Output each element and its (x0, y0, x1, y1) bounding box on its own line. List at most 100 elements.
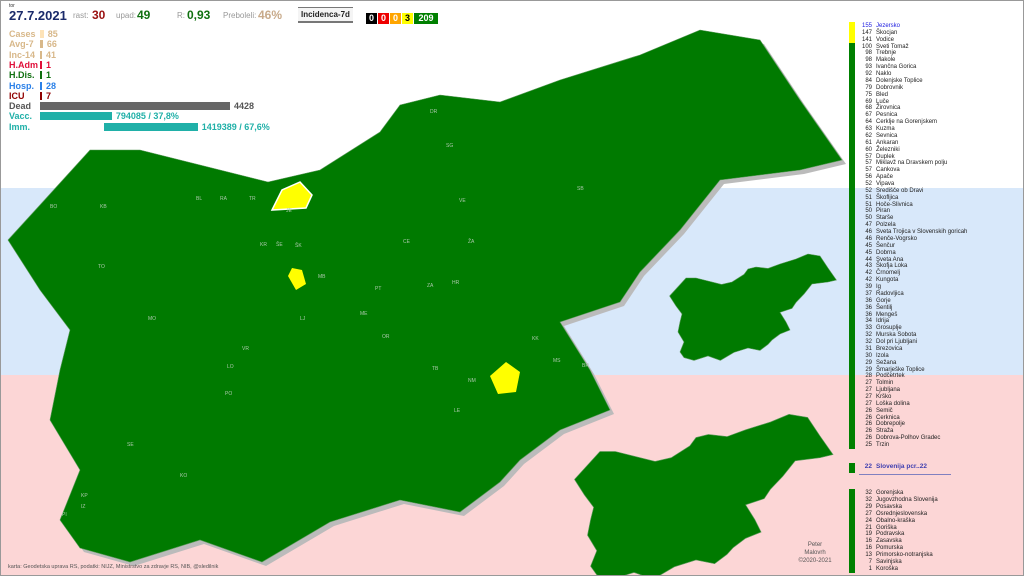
list-item[interactable]: 29 Šmarješke Toplice (849, 365, 1019, 374)
author-last: Malovrh (804, 550, 826, 556)
list-item[interactable]: 62 Sevnica (849, 131, 1019, 140)
municipality-skocjan[interactable] (490, 362, 520, 394)
list-item[interactable]: 13 Primorsko-notranjska (849, 551, 1019, 560)
item-value: 69 (865, 98, 872, 105)
list-item[interactable]: 50 Piran (849, 207, 1019, 216)
list-item[interactable]: 29 Posavska (849, 502, 1019, 511)
list-item[interactable]: 68 Žirovnica (849, 104, 1019, 113)
list-item[interactable]: 147 Škocjan (849, 28, 1019, 37)
list-item[interactable]: 34 Idrija (849, 317, 1019, 326)
list-item[interactable]: 51 Škofljica (849, 193, 1019, 202)
list-item[interactable]: 84 Dolenjske Toplice (849, 76, 1019, 85)
color-swatch (849, 495, 855, 504)
list-item[interactable]: 26 Straža (849, 427, 1019, 436)
item-name: Šenčur (876, 242, 896, 249)
upad-value: 49 (137, 8, 151, 22)
list-item[interactable]: 26 Dobrova-Polhov Gradec (849, 434, 1019, 443)
item-value: 155 (861, 23, 872, 29)
list-item[interactable]: 32 Jugovzhodna Slovenija (849, 495, 1019, 504)
list-item[interactable]: 36 Mengeš (849, 310, 1019, 319)
list-item[interactable]: 155 Jezersko (849, 22, 1019, 30)
list-item[interactable]: 39 Ig (849, 283, 1019, 292)
list-item[interactable]: 98 Trebnje (849, 49, 1019, 58)
color-swatch (849, 42, 855, 51)
list-item[interactable]: 52 Vipava (849, 180, 1019, 188)
list-item[interactable]: 16 Pomurska (849, 544, 1019, 553)
list-item[interactable]: 57 Cankova (849, 166, 1019, 175)
list-item[interactable]: 47 Polzela (849, 221, 1019, 230)
list-item[interactable]: 56 Apače (849, 173, 1019, 182)
list-item[interactable]: 52 Središče ob Dravi (849, 186, 1019, 195)
list-item[interactable]: 50 Starše (849, 214, 1019, 223)
list-item[interactable]: 45 Dobrna (849, 248, 1019, 257)
item-value: 25 (865, 442, 872, 449)
list-item[interactable]: 67 Pesnica (849, 111, 1019, 120)
list-item[interactable]: 27 Tolmin (849, 379, 1019, 388)
stat-avg7: Avg-7 66 (9, 39, 57, 49)
r-label: R: (177, 11, 185, 20)
list-item[interactable]: 57 Duplek (849, 152, 1019, 161)
list-item[interactable]: 43 Škofja Loka (849, 262, 1019, 271)
color-swatch (849, 441, 855, 450)
list-item[interactable]: 42 Črnomelj (849, 269, 1019, 278)
list-item[interactable]: 92 Naklo (849, 70, 1019, 79)
list-item[interactable]: 98 Makole (849, 56, 1019, 65)
list-item[interactable]: 32 Murska Sobota (849, 331, 1019, 340)
item-name: Dolenjske Toplice (876, 77, 923, 84)
list-item[interactable]: 44 Sveta Ana (849, 255, 1019, 264)
list-item[interactable]: 27 Loška dolina (849, 399, 1019, 408)
list-item[interactable]: 93 Ivančna Gorica (849, 63, 1019, 72)
list-item[interactable]: 61 Ankaran (849, 138, 1019, 147)
list-item[interactable]: 26 Dobrepolje (849, 420, 1019, 429)
list-item[interactable]: 100 Sveti Tomaž (849, 42, 1019, 51)
list-item[interactable]: 28 Podčetrtek (849, 372, 1019, 381)
list-item[interactable]: 75 Bled (849, 90, 1019, 99)
list-item[interactable]: 57 Miklavž na Dravskem polju (849, 159, 1019, 168)
list-item[interactable]: 27 Osrednjeslovenska (849, 509, 1019, 518)
list-item[interactable]: 45 Šenčur (849, 241, 1019, 250)
list-item[interactable]: 42 Kungota (849, 276, 1019, 285)
list-item[interactable]: 33 Grosuplje (849, 324, 1019, 333)
list-item[interactable]: 27 Krško (849, 392, 1019, 401)
list-item[interactable]: 25 Trzin (849, 441, 1019, 450)
list-item[interactable]: 60 Železniki (849, 145, 1019, 154)
list-item[interactable]: 7 Savinjska (849, 558, 1019, 566)
list-item[interactable]: 31 Brezovica (849, 344, 1019, 353)
color-swatch (849, 564, 855, 573)
list-item[interactable]: 63 Kuzma (849, 125, 1019, 134)
list-item[interactable]: 27 Ljubljana (849, 386, 1019, 395)
color-swatch (849, 83, 855, 92)
list-item[interactable]: 32 Dol pri Ljubljani (849, 338, 1019, 347)
list-item[interactable]: 141 Vodice (849, 35, 1019, 44)
list-item[interactable]: 64 Cerklje na Gorenjskem (849, 118, 1019, 127)
list-item[interactable]: 32 Gorenjska (849, 489, 1019, 497)
item-name: Makole (876, 57, 896, 64)
municipality-jezersko[interactable] (270, 181, 313, 211)
list-item[interactable]: 46 Renče-Vogrsko (849, 234, 1019, 243)
list-item[interactable]: 21 Goriška (849, 523, 1019, 532)
municipality-vodice[interactable] (288, 268, 306, 290)
list-item[interactable]: 30 Izola (849, 351, 1019, 360)
list-item[interactable]: 46 Sveta Trojica v Slovenskih goricah (849, 228, 1019, 237)
list-item[interactable]: 1 Koroška (849, 564, 1019, 573)
item-name: Obalno-kraška (876, 517, 916, 524)
stat-bar (104, 122, 198, 131)
list-item[interactable]: 69 Luče (849, 97, 1019, 106)
item-name: Podravska (876, 531, 905, 538)
list-item[interactable]: 79 Dobrovnik (849, 83, 1019, 92)
list-item[interactable]: 29 Sežana (849, 358, 1019, 367)
list-item[interactable]: 26 Cerknica (849, 413, 1019, 422)
incidenca-7d-button[interactable]: Incidenca-7d (298, 7, 353, 23)
list-item[interactable]: 36 Šentilj (849, 303, 1019, 312)
list-item[interactable]: 19 Podravska (849, 530, 1019, 539)
list-item[interactable]: 24 Obalno-kraška (849, 516, 1019, 525)
list-item[interactable]: 16 Zasavska (849, 537, 1019, 546)
list-item[interactable]: 26 Semič (849, 406, 1019, 415)
list-item[interactable]: 36 Gorje (849, 296, 1019, 305)
item-value: 30 (865, 352, 872, 359)
item-value: 61 (865, 139, 872, 146)
list-item[interactable]: 51 Hoče-Slivnica (849, 200, 1019, 209)
item-name: Žirovnica (876, 105, 901, 112)
list-item[interactable]: 37 Radovljica (849, 289, 1019, 298)
item-name: Cerknica (876, 414, 900, 421)
